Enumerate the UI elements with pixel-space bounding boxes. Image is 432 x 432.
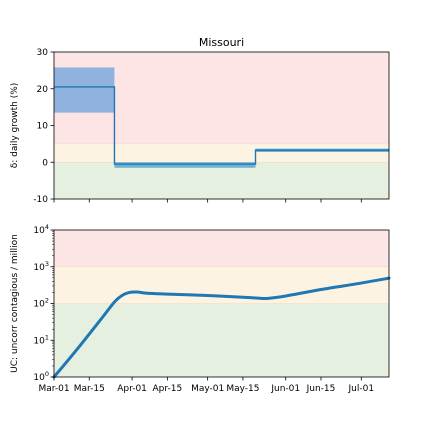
contagious-y-tick-label-3: 103 <box>33 260 49 273</box>
contagious-x-tick-label-8: Jul-01 <box>348 384 375 394</box>
growth-y-tick-label-0: -10 <box>33 195 48 205</box>
growth-zone-band-1 <box>54 143 389 163</box>
contagious-x-tick-label-7: Jun-15 <box>306 384 336 394</box>
contagious-zone-band-2 <box>54 230 389 267</box>
contagious-x-tick-label-4: May-01 <box>191 384 224 394</box>
contagious-x-tick-label-3: Apr-15 <box>152 384 182 394</box>
contagious-zone-band-0 <box>54 303 389 377</box>
growth-y-tick-label-2: 10 <box>37 122 49 132</box>
contagious-y-tick-label-4: 104 <box>33 223 49 236</box>
growth-confidence-band-0 <box>54 67 115 113</box>
contagious-x-tick-label-0: Mar-01 <box>38 384 69 394</box>
growth-panel: -10 0 10 20 30 Missouri δ: daily growth (%) <box>10 36 390 205</box>
growth-y-tick-label-3: 20 <box>37 85 49 95</box>
contagious-panel: 100 101 102 103 104 Mar-01 Mar-15 Apr-01 Apr-15… <box>10 223 391 394</box>
contagious-x-tick-label-1: Mar-15 <box>74 384 105 394</box>
contagious-y-tick-label-1: 101 <box>33 333 49 346</box>
contagious-line <box>52 276 391 379</box>
growth-y-tick-label-4: 30 <box>37 48 49 58</box>
growth-step-line <box>54 86 389 165</box>
chart-title: Missouri <box>199 36 244 49</box>
contagious-y-axis-label: UC: uncorr contagious / million <box>10 234 20 373</box>
contagious-x-tick-label-5: May-15 <box>226 384 259 394</box>
growth-y-tick-label-1: 0 <box>42 158 48 168</box>
growth-confidence-band-1 <box>114 162 256 168</box>
contagious-y-tick-label-0: 100 <box>33 370 49 383</box>
contagious-x-tick-label-2: Apr-01 <box>117 384 147 394</box>
contagious-zone-band-1 <box>54 266 389 304</box>
growth-zone-band-0 <box>54 162 389 199</box>
growth-y-axis-label: δ: daily growth (%) <box>10 83 20 169</box>
contagious-y-tick-label-2: 102 <box>33 297 49 310</box>
contagious-x-tick-label-6: Jun-01 <box>270 384 300 394</box>
